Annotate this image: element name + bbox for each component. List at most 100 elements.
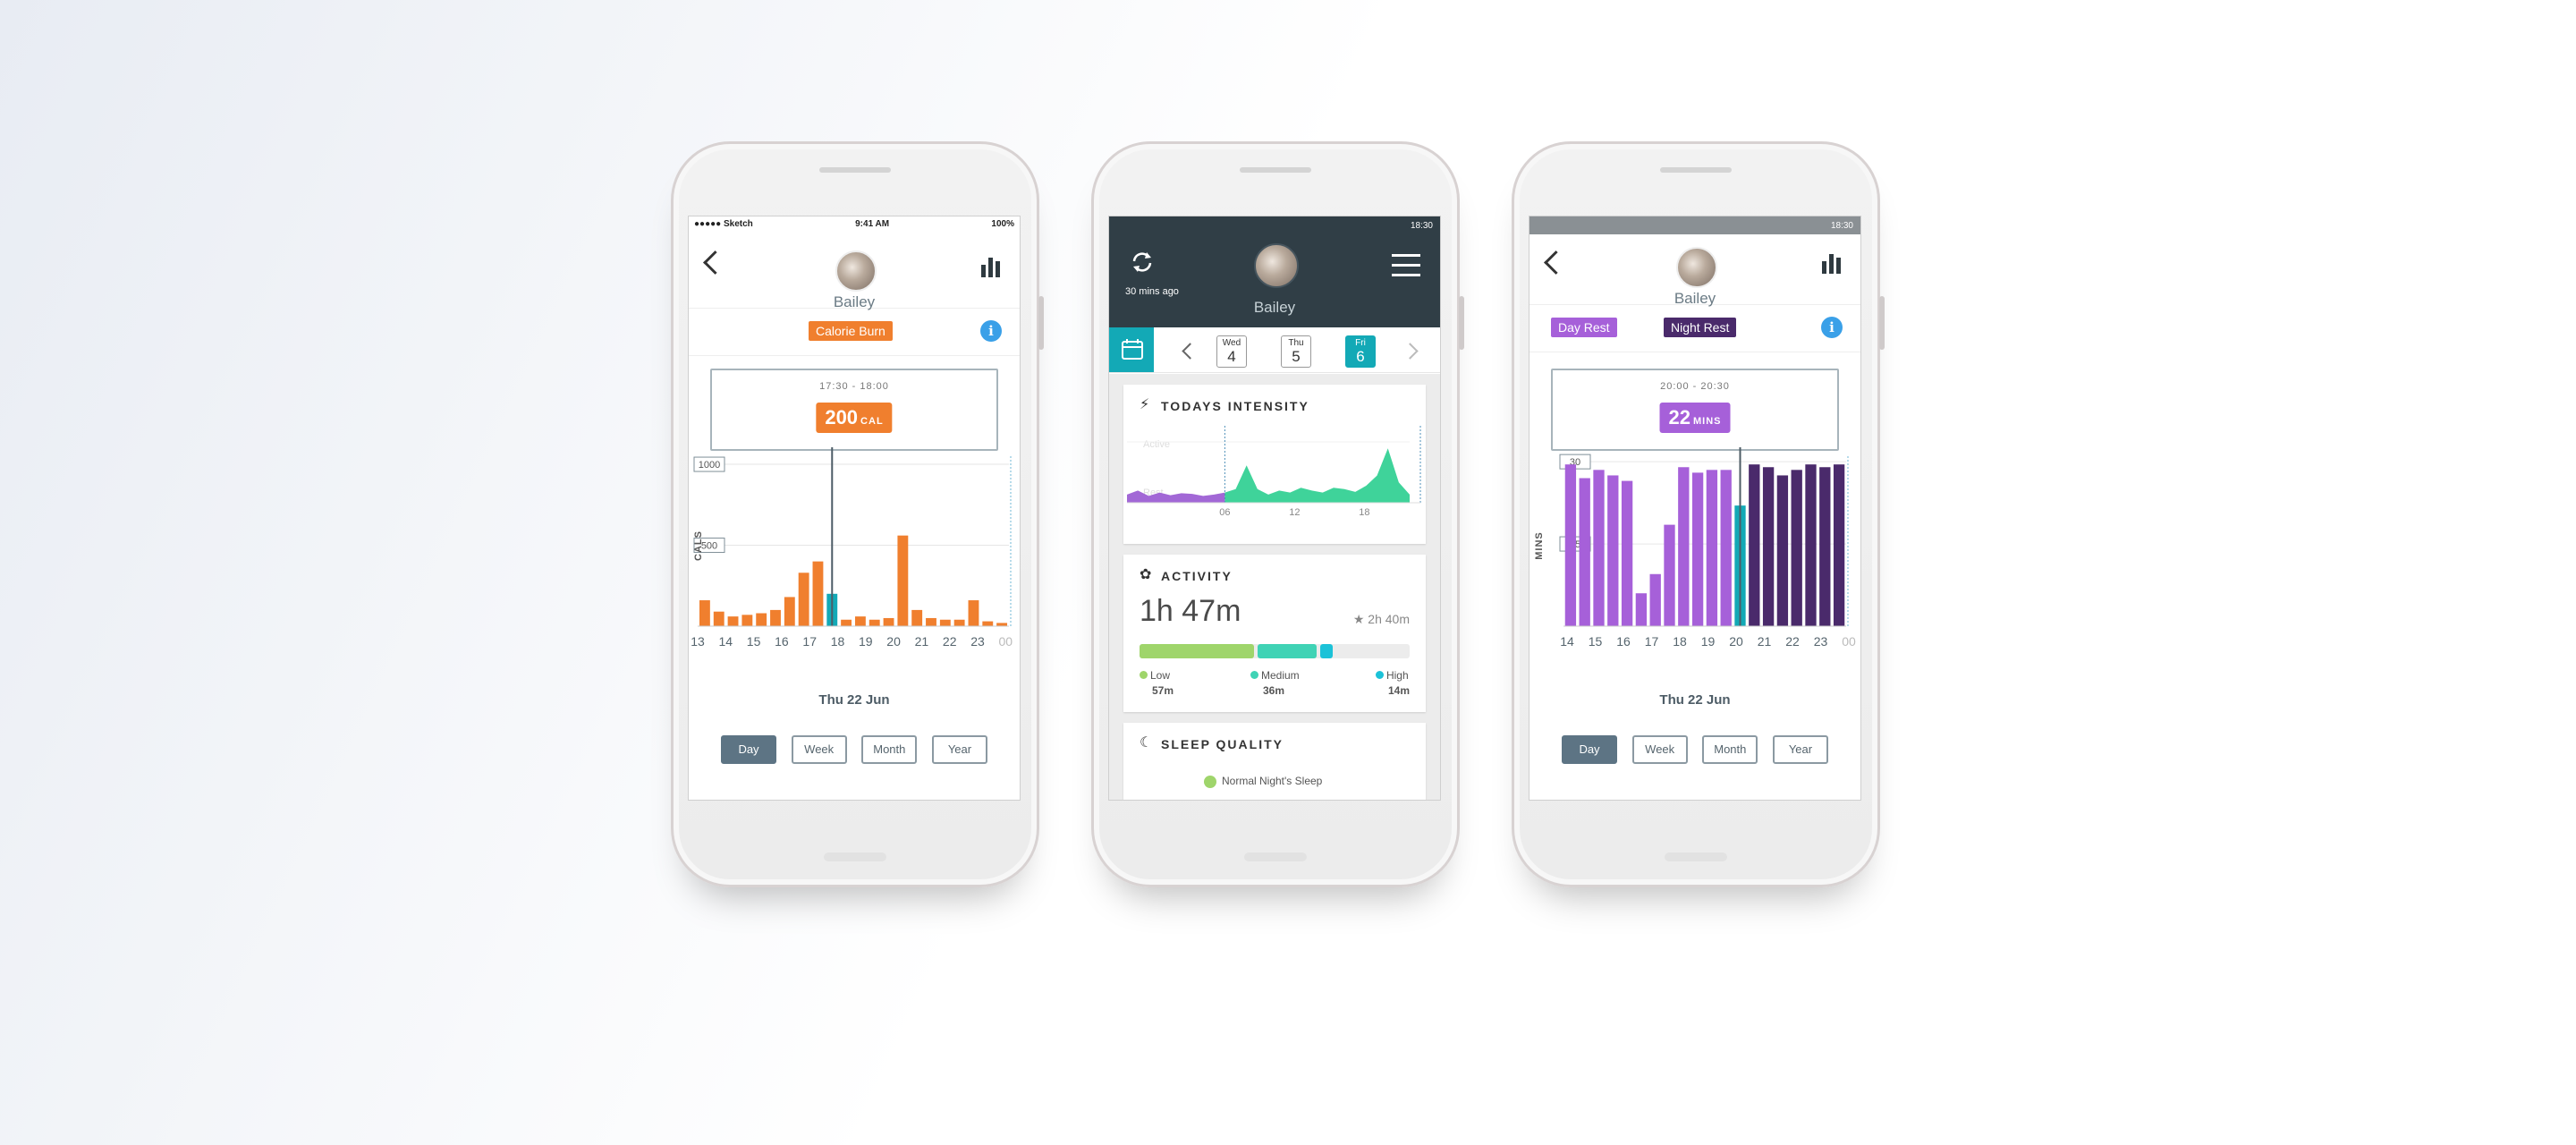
menu-icon[interactable] [1392, 254, 1420, 284]
info-icon[interactable]: i [980, 320, 1002, 342]
period-selector: Day Week Month Year [1562, 735, 1828, 764]
y-label-active: Active [1143, 439, 1170, 450]
chart-icon[interactable] [1822, 254, 1841, 274]
bar [982, 621, 994, 626]
carrier: ●●●●● Sketch [694, 218, 753, 229]
sleep-title: SLEEP QUALITY [1161, 737, 1284, 751]
dashboard-header: 30 mins ago Bailey [1109, 234, 1440, 327]
period-week[interactable]: Week [791, 735, 847, 764]
bar [1664, 524, 1675, 626]
bar [841, 619, 852, 626]
status-bar: ●●●●● Sketch 9:41 AM 100% [689, 216, 1020, 231]
level-high: High 14m [1375, 669, 1410, 697]
back-icon[interactable] [703, 250, 727, 275]
x-tick-label: 13 [691, 634, 705, 649]
x-tick-label: 23 [1814, 634, 1828, 649]
screen-dashboard: 18:30 30 mins ago Bailey [1108, 216, 1441, 801]
period-day[interactable]: Day [721, 735, 776, 764]
x-tick-label: 00 [999, 634, 1013, 649]
header: Bailey [689, 231, 1020, 310]
medium-segment [1258, 644, 1317, 658]
bar [911, 609, 923, 626]
bar [1805, 464, 1817, 626]
activity-total: 1h 47m [1140, 594, 1241, 628]
status-time: 9:41 AM [855, 218, 890, 229]
period-year[interactable]: Year [931, 735, 987, 764]
x-tick-label: 15 [747, 634, 761, 649]
avatar [1254, 243, 1299, 288]
bar [1762, 467, 1775, 626]
avatar [835, 250, 877, 292]
x-tick-label: 23 [970, 634, 985, 649]
star-icon: ★ [1352, 612, 1368, 626]
bar [770, 609, 781, 626]
level-low: Low 57m [1140, 669, 1174, 697]
chart-icon[interactable] [981, 258, 1000, 277]
night-rest-tag[interactable]: Night Rest [1664, 318, 1737, 337]
bar [784, 597, 795, 626]
bar [1720, 470, 1732, 626]
pet-name: Bailey [833, 293, 876, 310]
status-bar: 18:30 [1530, 216, 1860, 234]
period-week[interactable]: Week [1631, 735, 1688, 764]
bolt-icon: ⚡ [1140, 397, 1150, 412]
activity-card[interactable]: ✿ ACTIVITY 1h 47m ★ 2h 40m Low 57m Medium… [1123, 555, 1426, 712]
paw-icon: ✿ [1140, 567, 1152, 582]
calendar-button[interactable] [1109, 327, 1154, 372]
x-tick-label: 00 [1842, 634, 1856, 649]
x-tick-label: 16 [775, 634, 789, 649]
back-icon[interactable] [1544, 250, 1568, 275]
bar [1678, 467, 1690, 626]
status-time: 18:30 [1830, 220, 1853, 231]
bar [1691, 472, 1704, 626]
day-fri[interactable]: Fri 6 [1345, 335, 1376, 368]
prev-day-icon[interactable] [1182, 343, 1199, 360]
sleep-summary: Normal Night's Sleep [1204, 775, 1322, 788]
x-tick-label: 16 [1616, 634, 1631, 649]
x-tick-label: 14 [719, 634, 733, 649]
bar [798, 572, 809, 626]
date-label: Thu 22 Jun [818, 692, 890, 708]
x-tick-label: 19 [1701, 634, 1716, 649]
pet-name: Bailey [1674, 290, 1716, 307]
moon-icon: ☾ [1140, 735, 1153, 751]
sync-status: 30 mins ago [1125, 286, 1179, 297]
screen-rest: 18:30 Bailey Day Rest Night Rest i 20:00… [1529, 216, 1861, 801]
period-month[interactable]: Month [1702, 735, 1758, 764]
status-time: 18:30 [1410, 220, 1433, 231]
period-day[interactable]: Day [1562, 735, 1617, 764]
y-tick-label: 500 [701, 541, 717, 552]
high-segment [1320, 644, 1333, 658]
period-selector: Day Week Month Year [721, 735, 987, 764]
x-tick-label: 18 [831, 634, 845, 649]
bar [1593, 470, 1605, 626]
side-button [1459, 296, 1464, 350]
period-month[interactable]: Month [861, 735, 918, 764]
x-tick-label: 20 [1729, 634, 1743, 649]
rest-chart: 1530MINS1415161718192021222300 [1534, 447, 1856, 649]
sleep-card[interactable]: ☾ SLEEP QUALITY Normal Night's Sleep [1123, 723, 1426, 800]
calorie-burn-tag[interactable]: Calorie Burn [809, 321, 893, 341]
bar [854, 616, 866, 626]
battery: 100% [991, 218, 1014, 229]
filter-row: Calorie Burn i [689, 309, 1020, 356]
intensity-card[interactable]: ⚡ TODAYS INTENSITY Active Rest 06 12 18 [1123, 385, 1426, 544]
intensity-title: TODAYS INTENSITY [1161, 399, 1309, 413]
day-thu[interactable]: Thu 5 [1281, 335, 1311, 368]
speaker [1660, 167, 1732, 173]
x-tick-label: 17 [1645, 634, 1659, 649]
info-icon[interactable]: i [1821, 317, 1843, 338]
x-tick-label: 14 [1560, 634, 1574, 649]
period-year[interactable]: Year [1772, 735, 1828, 764]
day-rest-tag[interactable]: Day Rest [1551, 318, 1617, 337]
sync-icon[interactable] [1129, 249, 1156, 276]
activity-title: ACTIVITY [1161, 569, 1233, 583]
y-tick-box [693, 456, 725, 472]
bar [1607, 475, 1619, 626]
next-day-icon[interactable] [1402, 343, 1419, 360]
bar [1833, 464, 1845, 626]
tooltip-value: 200 CAL [816, 403, 893, 433]
day-wed[interactable]: Wed 4 [1216, 335, 1247, 368]
bar [1635, 593, 1648, 626]
calorie-chart: 500 1000 CALS 13 14 15 16 17 18 19 20 21 22 23 00 [691, 447, 1013, 649]
